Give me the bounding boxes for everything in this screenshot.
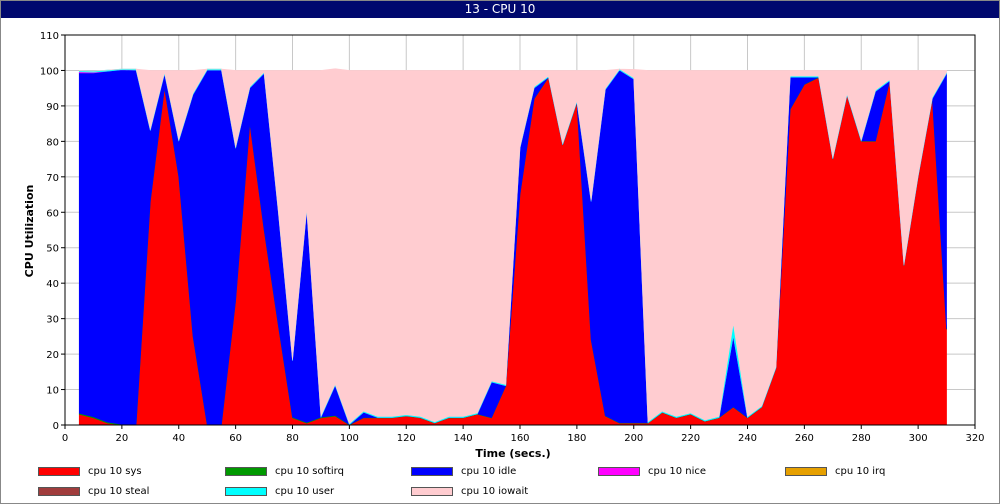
x-tick-label: 140	[454, 433, 473, 444]
y-tick-label: 70	[46, 173, 59, 184]
legend-label: cpu 10 sys	[88, 466, 142, 477]
legend-item: cpu 10 nice	[598, 466, 778, 478]
x-tick-label: 60	[229, 433, 242, 444]
legend-item: cpu 10 softirq	[225, 466, 405, 478]
x-tick-label: 320	[965, 433, 984, 444]
legend-item: cpu 10 irq	[785, 466, 965, 478]
y-tick-label: 40	[46, 279, 59, 290]
legend-label: cpu 10 user	[275, 486, 335, 497]
x-tick-label: 120	[397, 433, 416, 444]
legend-swatch	[225, 467, 267, 476]
y-tick-label: 30	[46, 315, 59, 326]
legend-label: cpu 10 idle	[461, 466, 517, 477]
x-tick-label: 280	[852, 433, 871, 444]
y-tick-label: 90	[46, 102, 59, 113]
legend-swatch	[411, 467, 453, 476]
y-tick-label: 20	[46, 350, 59, 361]
x-tick-label: 100	[340, 433, 359, 444]
legend-item: cpu 10 iowait	[411, 486, 591, 498]
chart-areas	[78, 68, 947, 426]
x-tick-label: 80	[286, 433, 299, 444]
x-axis-label: Time (secs.)	[475, 447, 550, 460]
x-tick-label: 20	[116, 433, 129, 444]
legend-label: cpu 10 softirq	[275, 466, 344, 477]
x-tick-label: 260	[795, 433, 814, 444]
window-title: 13 - CPU 10	[1, 1, 999, 18]
legend-label: cpu 10 irq	[835, 466, 886, 477]
legend-label: cpu 10 nice	[648, 466, 707, 477]
chart-ticks: 0 20 40 60 80 100 120 140 160 180 200 220 240 260 280 3…	[40, 31, 985, 444]
y-tick-label: 10	[46, 386, 59, 397]
y-axis-label: CPU Utilization	[23, 185, 36, 278]
legend-label: cpu 10 iowait	[461, 486, 529, 497]
legend-label: cpu 10 steal	[88, 486, 150, 497]
x-tick-label: 0	[62, 433, 68, 444]
x-tick-label: 240	[738, 433, 757, 444]
legend-swatch	[598, 467, 640, 476]
x-tick-label: 220	[681, 433, 700, 444]
legend-item: cpu 10 user	[225, 486, 405, 498]
y-tick-label: 110	[40, 31, 59, 42]
x-tick-label: 160	[510, 433, 529, 444]
legend-swatch	[38, 467, 80, 476]
x-tick-label: 180	[567, 433, 586, 444]
y-tick-label: 80	[46, 137, 59, 148]
legend-swatch	[225, 487, 267, 496]
legend-swatch	[38, 487, 80, 496]
legend-item: cpu 10 idle	[411, 466, 591, 478]
x-tick-label: 40	[172, 433, 185, 444]
area-cpu-10-iowait	[78, 68, 947, 424]
y-tick-label: 60	[46, 208, 59, 219]
x-tick-label: 300	[909, 433, 928, 444]
y-tick-label: 50	[46, 244, 59, 255]
y-tick-label: 100	[40, 66, 59, 77]
y-tick-label: 0	[53, 421, 59, 432]
legend-swatch	[785, 467, 827, 476]
x-tick-label: 200	[624, 433, 643, 444]
legend-item: cpu 10 sys	[38, 466, 218, 478]
legend-swatch	[411, 487, 453, 496]
legend-item: cpu 10 steal	[38, 486, 218, 498]
